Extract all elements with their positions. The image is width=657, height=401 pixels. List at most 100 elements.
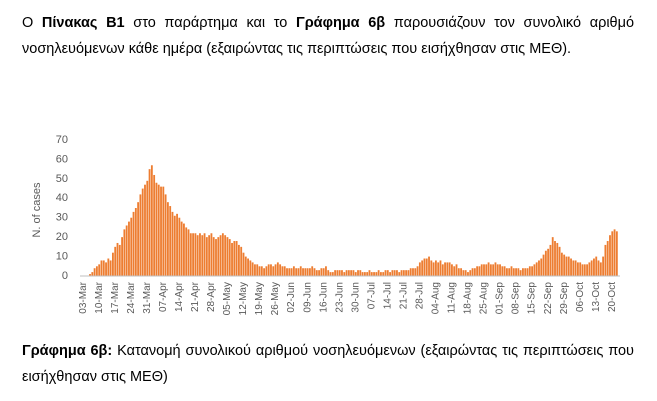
bar <box>313 268 316 276</box>
bar <box>476 266 479 276</box>
text: παρουσιάζουν τον συνολικό αριθμό νοσηλευ… <box>22 15 635 57</box>
bar <box>320 268 323 276</box>
x-tick-label: 29-Sep <box>559 282 570 315</box>
bar <box>494 262 497 276</box>
bar <box>373 272 375 276</box>
bar <box>242 252 245 276</box>
bar <box>233 241 236 276</box>
bar <box>258 266 261 276</box>
bar <box>224 235 227 276</box>
bar <box>299 266 302 276</box>
bar <box>460 268 463 276</box>
bar <box>425 258 428 276</box>
bar <box>331 272 334 276</box>
bar <box>272 266 275 276</box>
bar <box>171 211 174 276</box>
y-tick-label: 10 <box>56 250 68 262</box>
bar <box>533 264 536 276</box>
bar <box>421 260 424 276</box>
bar <box>448 262 451 276</box>
bar <box>89 274 91 276</box>
bar <box>153 174 156 276</box>
bar <box>515 268 517 276</box>
bar <box>558 246 561 276</box>
bar <box>489 264 492 276</box>
bar <box>325 266 327 276</box>
bar <box>361 272 364 276</box>
bar <box>256 264 259 276</box>
bar <box>469 270 472 276</box>
bar <box>512 268 515 276</box>
bar <box>380 272 382 276</box>
bar <box>334 270 337 276</box>
bar <box>503 266 506 276</box>
bar <box>169 206 172 276</box>
bar <box>593 258 595 276</box>
y-tick-label: 50 <box>56 173 68 185</box>
bar <box>499 264 501 276</box>
bar <box>590 260 593 276</box>
x-tick-label: 28-Jul <box>415 282 426 309</box>
bar <box>304 268 307 276</box>
bar <box>350 270 353 276</box>
bar <box>315 270 318 276</box>
bar <box>260 266 263 276</box>
y-tick-label: 0 <box>62 270 68 282</box>
bar <box>244 256 247 276</box>
bar <box>130 217 133 276</box>
caption-text: Κατανομή συνολικού αριθμού νοσηλευόμενων… <box>22 343 634 385</box>
intro-paragraph: Ο Πίνακας Β1 στο παράρτημα και το Γράφημ… <box>22 10 634 62</box>
bar <box>496 264 499 276</box>
x-tick-label: 03-Mar <box>78 281 89 313</box>
bar <box>586 264 588 276</box>
bar <box>240 246 243 276</box>
bar <box>428 256 430 276</box>
bar <box>570 258 572 276</box>
bar <box>132 211 135 276</box>
bar <box>451 264 453 276</box>
y-tick-label: 60 <box>56 153 68 165</box>
bar <box>292 266 295 276</box>
bar <box>329 272 332 276</box>
bar <box>237 244 240 276</box>
bar <box>274 264 277 276</box>
x-tick-label: 01-Sep <box>495 282 506 315</box>
bar <box>100 260 103 276</box>
bar <box>249 260 252 276</box>
bar <box>123 229 126 276</box>
bar <box>221 233 224 276</box>
bar <box>125 225 128 276</box>
bar <box>510 266 513 276</box>
bar <box>487 262 490 276</box>
x-tick-label: 28-Apr <box>206 281 217 312</box>
bar <box>286 268 288 276</box>
x-tick-label: 10-Mar <box>94 281 105 313</box>
bar <box>160 186 162 276</box>
bar <box>556 242 559 276</box>
bar <box>492 264 495 276</box>
bar <box>455 264 458 276</box>
bar <box>368 270 371 276</box>
bar <box>297 268 300 276</box>
bar <box>560 252 563 276</box>
bar <box>549 244 552 276</box>
x-tick-label: 19-May <box>254 282 265 315</box>
bar <box>412 268 414 276</box>
bar <box>235 241 238 276</box>
bar <box>579 262 582 276</box>
bar <box>166 202 169 276</box>
bar <box>137 202 140 276</box>
figure-caption: Γράφημα 6β: Κατανομή συνολικού αριθμού ν… <box>22 338 634 390</box>
caption-label: Γράφημα 6β: <box>22 343 113 359</box>
bar <box>522 268 524 276</box>
bar <box>102 260 105 276</box>
bar <box>359 270 362 276</box>
bar <box>144 184 146 276</box>
x-tick-label: 17-Mar <box>110 281 121 313</box>
bar <box>595 256 598 276</box>
bar <box>528 266 531 276</box>
bar <box>400 270 403 276</box>
bar <box>526 268 529 276</box>
bar <box>434 260 437 276</box>
bar <box>386 270 389 276</box>
